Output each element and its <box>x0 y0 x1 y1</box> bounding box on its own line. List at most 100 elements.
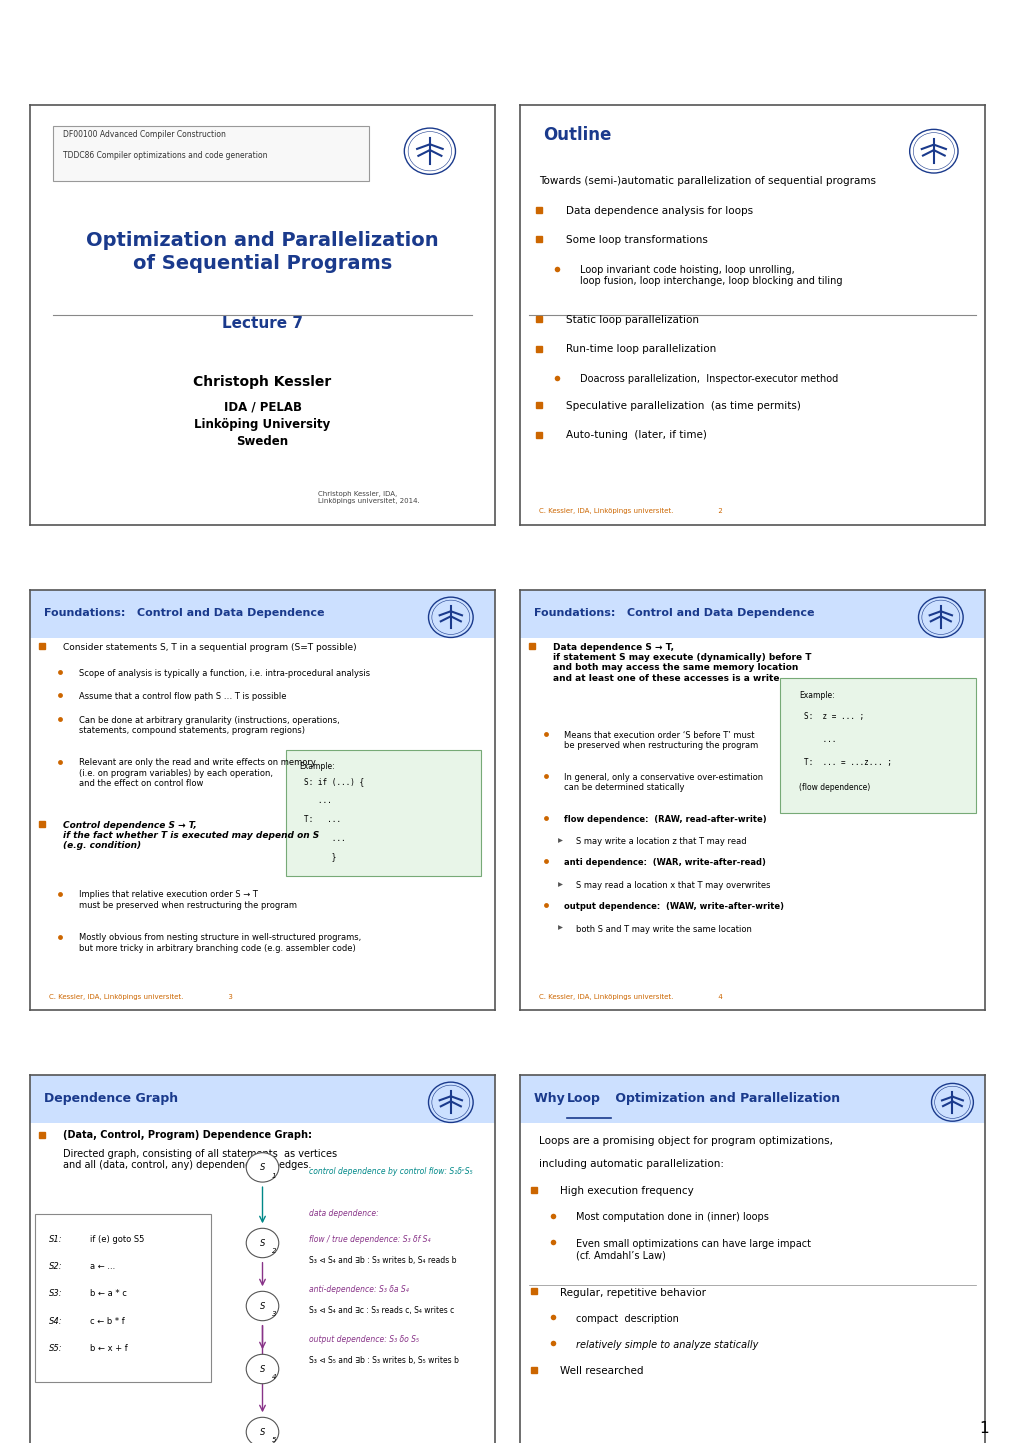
Text: Why: Why <box>533 1091 569 1104</box>
Text: C. Kessler, IDA, Linköpings universitet.                    2: C. Kessler, IDA, Linköpings universitet.… <box>538 508 721 515</box>
Text: Even small optimizations can have large impact
(cf. Amdahl’s Law): Even small optimizations can have large … <box>576 1238 810 1260</box>
Text: Doacross parallelization,  Inspector-executor method: Doacross parallelization, Inspector-exec… <box>580 374 838 384</box>
Text: Can be done at arbitrary granularity (instructions, operations,
statements, comp: Can be done at arbitrary granularity (in… <box>78 716 339 734</box>
Text: S: S <box>260 1238 265 1248</box>
Text: Lecture 7: Lecture 7 <box>222 316 303 330</box>
Text: S: S <box>260 1163 265 1172</box>
Text: Consider statements S, T in a sequential program (S=T possible): Consider statements S, T in a sequential… <box>62 642 356 651</box>
Circle shape <box>246 1355 278 1384</box>
Text: T:   ...: T: ... <box>304 815 341 824</box>
Text: output dependence: S₃ δo S₅: output dependence: S₃ δo S₅ <box>309 1335 419 1345</box>
Text: anti-dependence: S₃ δa S₄: anti-dependence: S₃ δa S₄ <box>309 1286 409 1294</box>
Text: In general, only a conservative over-estimation
can be determined statically: In general, only a conservative over-est… <box>564 772 762 792</box>
Text: S may write a location z that T may read: S may write a location z that T may read <box>576 837 746 847</box>
Text: data dependence:: data dependence: <box>309 1209 378 1218</box>
Text: b ← a * c: b ← a * c <box>91 1289 127 1299</box>
Text: S: S <box>260 1302 265 1310</box>
Text: }: } <box>304 853 336 861</box>
Circle shape <box>246 1153 278 1182</box>
Text: S5:: S5: <box>49 1343 62 1352</box>
Text: Means that execution order ‘S before T’ must
be preserved when restructuring the: Means that execution order ‘S before T’ … <box>564 730 758 750</box>
Text: S₃ ⊲ S₄ and ∃c : S₃ reads c, S₄ writes c: S₃ ⊲ S₄ and ∃c : S₃ reads c, S₄ writes c <box>309 1306 453 1315</box>
Text: including automatic parallelization:: including automatic parallelization: <box>538 1159 722 1169</box>
Text: Optimization and Parallelization: Optimization and Parallelization <box>610 1091 839 1104</box>
Text: Well researched: Well researched <box>559 1367 642 1377</box>
Text: S:  z = ... ;: S: z = ... ; <box>803 711 863 722</box>
Text: TDDC86 Compiler optimizations and code generation: TDDC86 Compiler optimizations and code g… <box>62 152 267 160</box>
Text: 2: 2 <box>271 1248 276 1254</box>
Text: c ← b * f: c ← b * f <box>91 1316 125 1326</box>
Text: Dependence Graph: Dependence Graph <box>44 1091 178 1104</box>
Text: output dependence:  (WAW, write-after-write): output dependence: (WAW, write-after-wri… <box>564 902 784 911</box>
Text: S₃ ⊲ S₄ and ∃b : S₃ writes b, S₄ reads b: S₃ ⊲ S₄ and ∃b : S₃ writes b, S₄ reads b <box>309 1255 457 1264</box>
FancyBboxPatch shape <box>520 590 984 638</box>
Text: Speculative parallelization  (as time permits): Speculative parallelization (as time per… <box>566 401 801 411</box>
FancyBboxPatch shape <box>285 749 481 876</box>
Text: Directed graph, consisting of all statements  as vertices
and all (data, control: Directed graph, consisting of all statem… <box>62 1149 336 1170</box>
Text: Outline: Outline <box>543 126 611 144</box>
Text: Towards (semi-)automatic parallelization of sequential programs: Towards (semi-)automatic parallelization… <box>538 176 874 186</box>
Text: flow / true dependence: S₃ δf S₄: flow / true dependence: S₃ δf S₄ <box>309 1235 430 1244</box>
Text: Foundations:   Control and Data Dependence: Foundations: Control and Data Dependence <box>533 608 813 618</box>
Text: control dependence by control flow: S₁δᶜS₅: control dependence by control flow: S₁δᶜ… <box>309 1167 472 1176</box>
Text: 4: 4 <box>271 1374 276 1381</box>
FancyBboxPatch shape <box>30 1075 494 1123</box>
Text: S: S <box>260 1427 265 1436</box>
Text: compact  description: compact description <box>576 1313 678 1323</box>
Text: Loop: Loop <box>566 1091 600 1104</box>
Text: S: S <box>260 1365 265 1374</box>
Text: both S and T may write the same location: both S and T may write the same location <box>576 925 751 934</box>
Text: Example:: Example: <box>300 762 335 771</box>
Text: Example:: Example: <box>798 691 834 700</box>
Text: (Data, Control, Program) Dependence Graph:: (Data, Control, Program) Dependence Grap… <box>62 1130 311 1140</box>
Text: Christoph Kessler, IDA,
Linköpings universitet, 2014.: Christoph Kessler, IDA, Linköpings unive… <box>318 491 420 504</box>
Text: 3: 3 <box>271 1312 276 1317</box>
Text: Implies that relative execution order S → T
must be preserved when restructuring: Implies that relative execution order S … <box>78 890 297 909</box>
Text: S3:: S3: <box>49 1289 62 1299</box>
Circle shape <box>246 1291 278 1320</box>
Text: IDA / PELAB
Linköping University
Sweden: IDA / PELAB Linköping University Sweden <box>195 401 330 447</box>
Text: Control dependence S → T,
if the fact whether T is executed may depend on S
(e.g: Control dependence S → T, if the fact wh… <box>62 821 319 850</box>
Text: C. Kessler, IDA, Linköpings universitet.                    4: C. Kessler, IDA, Linköpings universitet.… <box>538 993 721 1000</box>
Text: 1: 1 <box>979 1421 988 1436</box>
Text: S2:: S2: <box>49 1261 62 1271</box>
Text: relatively simple to analyze statically: relatively simple to analyze statically <box>576 1341 757 1351</box>
Text: Most computation done in (inner) loops: Most computation done in (inner) loops <box>576 1212 768 1222</box>
Text: a ← ...: a ← ... <box>91 1261 115 1271</box>
Text: Regular, repetitive behavior: Regular, repetitive behavior <box>559 1287 705 1297</box>
Text: S4:: S4: <box>49 1316 62 1326</box>
Text: Data dependence S → T,
if statement S may execute (dynamically) before T
and bot: Data dependence S → T, if statement S ma… <box>552 642 810 683</box>
Text: anti dependence:  (WAR, write-after-read): anti dependence: (WAR, write-after-read) <box>564 859 765 867</box>
Text: DF00100 Advanced Compiler Construction: DF00100 Advanced Compiler Construction <box>62 130 225 139</box>
Text: Some loop transformations: Some loop transformations <box>566 235 707 245</box>
Text: 1: 1 <box>271 1173 276 1179</box>
Text: T:  ... = ...z... ;: T: ... = ...z... ; <box>803 758 891 768</box>
Text: Scope of analysis is typically a function, i.e. intra-procedural analysis: Scope of analysis is typically a functio… <box>78 668 370 678</box>
Text: C. Kessler, IDA, Linköpings universitet.                    3: C. Kessler, IDA, Linköpings universitet.… <box>49 993 232 1000</box>
Text: Relevant are only the read and write effects on memory
(i.e. on program variable: Relevant are only the read and write eff… <box>78 759 316 788</box>
FancyBboxPatch shape <box>53 126 369 180</box>
Text: Optimization and Parallelization
of Sequential Programs: Optimization and Parallelization of Sequ… <box>86 231 438 273</box>
Text: S1:: S1: <box>49 1235 62 1244</box>
Text: ...: ... <box>304 834 345 843</box>
Text: High execution frequency: High execution frequency <box>559 1186 693 1196</box>
Text: Loop invariant code hoisting, loop unrolling,
loop fusion, loop interchange, loo: Loop invariant code hoisting, loop unrol… <box>580 264 842 286</box>
Text: S₃ ⊲ S₅ and ∃b : S₃ writes b, S₅ writes b: S₃ ⊲ S₅ and ∃b : S₃ writes b, S₅ writes … <box>309 1356 459 1365</box>
Text: flow dependence:  (RAW, read-after-write): flow dependence: (RAW, read-after-write) <box>564 815 766 824</box>
Text: S may read a location x that T may overwrites: S may read a location x that T may overw… <box>576 882 769 890</box>
FancyBboxPatch shape <box>520 1075 984 1123</box>
Text: Static loop parallelization: Static loop parallelization <box>566 315 699 325</box>
Text: S: if (...) {: S: if (...) { <box>304 776 364 786</box>
Text: (flow dependence): (flow dependence) <box>798 782 869 792</box>
Text: ...: ... <box>304 795 332 805</box>
Text: Data dependence analysis for loops: Data dependence analysis for loops <box>566 206 753 216</box>
Text: Foundations:   Control and Data Dependence: Foundations: Control and Data Dependence <box>44 608 324 618</box>
Text: Christoph Kessler: Christoph Kessler <box>194 375 331 390</box>
Text: ...: ... <box>803 734 836 745</box>
Text: Assume that a control flow path S … T is possible: Assume that a control flow path S … T is… <box>78 693 286 701</box>
Circle shape <box>246 1417 278 1443</box>
FancyBboxPatch shape <box>30 590 494 638</box>
FancyBboxPatch shape <box>35 1214 211 1381</box>
Text: Auto-tuning  (later, if time): Auto-tuning (later, if time) <box>566 430 707 440</box>
Circle shape <box>246 1228 278 1258</box>
